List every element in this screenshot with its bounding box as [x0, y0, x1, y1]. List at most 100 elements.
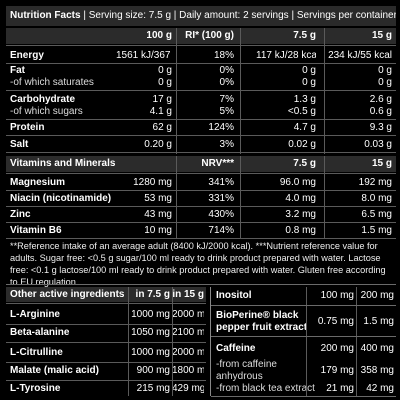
nutrition-row-label: Protein	[10, 122, 45, 133]
nutrition-row-value: 117 kJ/28 kcal	[256, 50, 316, 61]
vitamin-row-value: 714%	[208, 225, 234, 236]
other-row-label: Malate (malic acid)	[10, 365, 99, 376]
right-row-label: BioPerine® black	[216, 310, 299, 321]
nutrition-row-value: 4.1 g	[149, 106, 172, 117]
vitamin-row-value: 331%	[208, 193, 234, 204]
other-row-value: 1800 mg	[172, 365, 204, 376]
nutrition-row-value: 4.7 g	[293, 122, 316, 133]
vitamin-row-value: 3.2 mg	[285, 209, 316, 220]
divider	[6, 238, 396, 239]
right-row-value: 0.75 mg	[317, 316, 354, 327]
vitamins-col-header: 15 g	[371, 158, 392, 169]
divider	[6, 190, 396, 191]
nutrition-row-value: 2.6 g	[369, 94, 392, 105]
other-row-value: 429 mg	[172, 383, 204, 394]
divider	[6, 380, 206, 381]
other-row-value: 2100 mg	[172, 327, 204, 338]
nutrition-col-header: 15 g	[371, 30, 392, 41]
nutrition-row-value: 9.3 g	[369, 122, 392, 133]
nutrition-row-value: 0%	[219, 77, 234, 88]
column-divider	[356, 287, 357, 396]
nutrition-row-label: -of which sugars	[10, 106, 83, 117]
right-row-value: 358 mg	[360, 365, 394, 376]
nutrition-row-label: Carbohydrate	[10, 94, 76, 105]
nutrition-row-value: 1561 kJ/367 kcal	[116, 50, 172, 61]
column-divider	[306, 287, 307, 396]
other-col-header: in 15 g	[172, 289, 204, 300]
header-sep: |	[83, 10, 89, 21]
vitamin-row-label: Magnesium	[10, 177, 66, 188]
vitamin-row-label: Niacin (nicotinamide)	[10, 193, 112, 204]
vitamin-row-value: 96.0 mg	[279, 177, 316, 188]
right-row-label: Caffeine	[216, 343, 256, 354]
right-row-value: 21 mg	[326, 383, 354, 394]
vitamins-col-header: NRV***	[201, 158, 234, 169]
right-row-label-cont: pepper fruit extract	[216, 322, 308, 333]
nutrition-facts-panel: Nutrition Facts | Serving size: 7.5 g | …	[6, 6, 396, 397]
vitamins-title: Vitamins and Minerals	[10, 158, 116, 169]
nutrition-row-label: Fat	[10, 65, 25, 76]
other-row-value: 215 mg	[136, 383, 170, 394]
nutrition-row-label: Energy	[10, 50, 44, 61]
vitamin-row-value: 341%	[208, 177, 234, 188]
right-row-value: 200 mg	[320, 343, 354, 354]
divider	[6, 362, 206, 363]
vitamin-row-value: 0.8 mg	[285, 225, 316, 236]
column-divider	[240, 156, 241, 238]
divider	[6, 119, 396, 120]
vitamin-row-label: Zinc	[10, 209, 31, 220]
right-row-value: 1.5 mg	[363, 316, 394, 327]
serving-size: Serving size: 7.5 g	[88, 10, 171, 21]
nutrition-row-value: 0.03 g	[364, 139, 392, 150]
column-divider	[176, 28, 177, 154]
divider	[6, 324, 206, 325]
right-row-value: 200 mg	[360, 290, 394, 301]
column-divider	[176, 156, 177, 238]
nutrition-col-header: 7.5 g	[293, 30, 316, 41]
nutrition-row-value: 0 g	[158, 65, 172, 76]
divider	[6, 63, 396, 64]
nutrition-row-value: 18%	[213, 50, 234, 61]
right-row-label: -from caffeine	[216, 359, 277, 370]
nutrition-row-value: 0.6 g	[369, 106, 392, 117]
column-divider	[172, 287, 173, 396]
nutrition-row-value: 0 g	[158, 77, 172, 88]
vitamin-row-value: 8.0 mg	[361, 193, 392, 204]
vitamin-row-value: 1.5 mg	[361, 225, 392, 236]
column-divider	[240, 28, 241, 154]
nutrition-row-value: 0 g	[378, 77, 392, 88]
column-divider	[128, 287, 129, 396]
divider	[6, 303, 206, 304]
vitamin-row-value: 43 mg	[144, 209, 172, 220]
vitamin-row-label: Vitamin B6	[10, 225, 62, 236]
other-row-label: L-Citrulline	[10, 347, 63, 358]
right-row-value: 179 mg	[320, 365, 354, 376]
other-col-header: in 7.5 g	[135, 289, 170, 300]
vitamin-row-value: 430%	[208, 209, 234, 220]
vitamin-row-value: 6.5 mg	[361, 209, 392, 220]
right-row-value: 42 mg	[366, 383, 394, 394]
divider	[6, 342, 206, 343]
vitamin-row-value: 4.0 mg	[285, 193, 316, 204]
nutrition-row-value: 0%	[219, 65, 234, 76]
divider	[6, 152, 396, 153]
nutrition-row-value: 5%	[219, 106, 234, 117]
nutrition-row-value: <0.5 g	[287, 106, 316, 117]
nutrition-row-value: 234 kJ/55 kcal	[328, 50, 392, 61]
right-row-label-cont: anhydrous	[216, 371, 263, 382]
nutrition-row-value: 3%	[219, 139, 234, 150]
header-bar: Nutrition Facts | Serving size: 7.5 g | …	[6, 6, 396, 26]
divider	[6, 135, 396, 136]
other-title: Other active ingredients	[10, 289, 125, 300]
divider	[6, 206, 396, 207]
nutrition-row-value: 7%	[219, 94, 234, 105]
nutrition-row-value: 0 g	[302, 77, 316, 88]
column-divider	[324, 156, 325, 238]
vitamin-row-value: 192 mg	[358, 177, 392, 188]
nutrition-row-value: 17 g	[152, 94, 172, 105]
nutrition-row-value: 62 g	[152, 122, 172, 133]
nutrition-row-label: Salt	[10, 139, 29, 150]
divider	[6, 90, 396, 91]
other-row-value: 2000 mg	[172, 347, 204, 358]
nutrition-row-value: 124%	[208, 122, 234, 133]
